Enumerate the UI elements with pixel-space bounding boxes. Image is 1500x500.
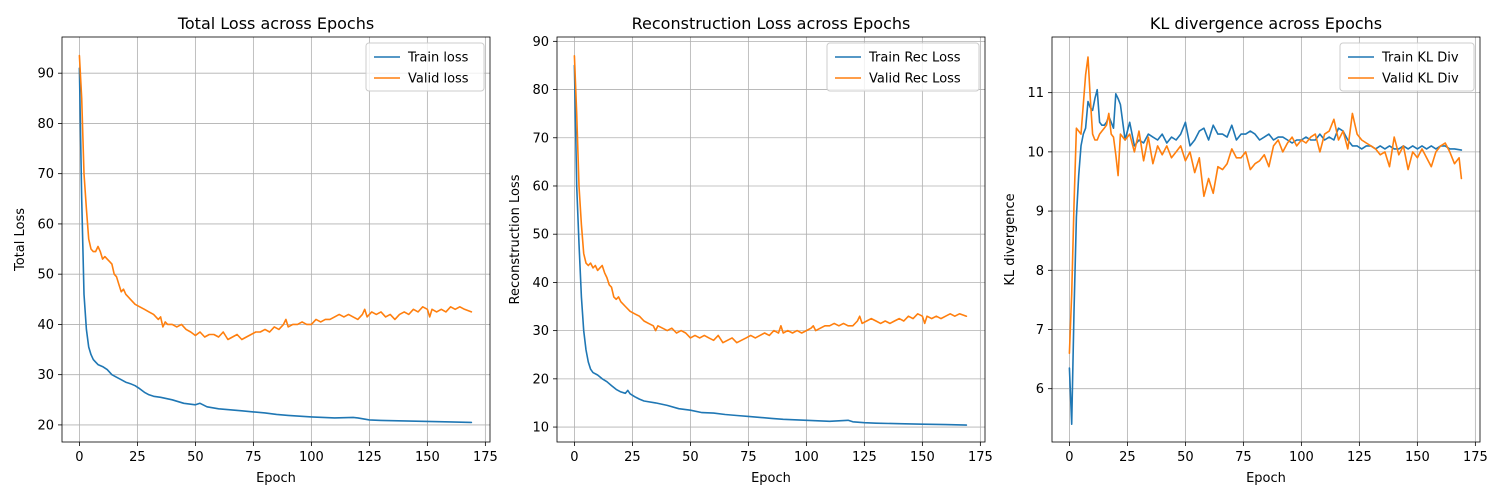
train-series-line — [1068, 88, 1463, 425]
legend: Train loss Valid loss — [365, 42, 485, 92]
x-tick-label: 100 — [299, 450, 324, 465]
x-tick-label: 150 — [1405, 450, 1430, 465]
y-tick-label: 90 — [532, 35, 549, 50]
plot-frame — [61, 36, 491, 443]
valid-series-line — [573, 55, 968, 344]
x-tick-label: 75 — [1235, 450, 1252, 465]
y-tick-label: 70 — [532, 131, 549, 146]
legend: Train KL Div Valid KL Div — [1339, 42, 1475, 92]
chart-panel-1: 0 25 50 75 100 125 150 175 20 30 40 50 60 70 80 90 Total… — [13, 14, 498, 486]
chart-title: Total Loss across Epochs — [177, 14, 374, 33]
grid — [557, 37, 985, 442]
x-axis-label: Epoch — [256, 471, 296, 486]
y-tick-label: 10 — [1027, 145, 1044, 160]
x-tick-label: 100 — [1289, 450, 1314, 465]
x-tick-label: 0 — [570, 450, 578, 465]
train-series-line — [573, 64, 968, 426]
x-tick-label: 150 — [910, 450, 935, 465]
x-tick-label: 125 — [852, 450, 877, 465]
valid-legend-label: Valid loss — [408, 72, 469, 87]
legend-box — [1339, 42, 1475, 92]
chart-title: Reconstruction Loss across Epochs — [632, 14, 911, 33]
y-tick-label: 40 — [37, 318, 54, 333]
y-tick-label: 20 — [37, 418, 54, 433]
x-tick-label: 25 — [624, 450, 641, 465]
train-legend-label: Train KL Div — [1381, 51, 1459, 66]
y-tick-label: 11 — [1027, 86, 1044, 101]
y-tick-label: 30 — [37, 368, 54, 383]
x-axis-label: Epoch — [1246, 471, 1286, 486]
x-tick-label: 50 — [187, 450, 204, 465]
y-tick-label: 80 — [37, 117, 54, 132]
y-axis-label: Reconstruction Loss — [508, 174, 523, 304]
train-legend-label: Train Rec Loss — [868, 51, 961, 66]
y-axis-label: KL divergence — [1003, 193, 1018, 285]
x-tick-label: 50 — [1177, 450, 1194, 465]
y-tick-label: 50 — [37, 268, 54, 283]
x-tick-label: 25 — [1119, 450, 1136, 465]
x-axis-label: Epoch — [751, 471, 791, 486]
valid-legend-label: Valid KL Div — [1382, 72, 1459, 87]
y-tick-label: 10 — [532, 421, 549, 436]
y-axis-label: Total Loss — [13, 208, 28, 272]
y-tick-label: 6 — [1036, 382, 1044, 397]
x-tick-label: 100 — [794, 450, 819, 465]
y-tick-label: 80 — [532, 83, 549, 98]
y-tick-label: 60 — [37, 217, 54, 232]
legend-box — [365, 42, 485, 92]
valid-legend-label: Valid Rec Loss — [869, 72, 961, 87]
y-tick-label: 40 — [532, 276, 549, 291]
x-tick-label: 50 — [682, 450, 699, 465]
y-tick-label: 9 — [1036, 205, 1044, 220]
x-tick-label: 150 — [415, 450, 440, 465]
x-tick-label: 75 — [245, 450, 262, 465]
grid — [62, 37, 490, 442]
x-tick-label: 125 — [357, 450, 382, 465]
x-tick-label: 175 — [473, 450, 498, 465]
legend: Train Rec Loss Valid Rec Loss — [826, 42, 980, 92]
x-tick-label: 125 — [1347, 450, 1372, 465]
x-tick-label: 0 — [1065, 450, 1073, 465]
y-tick-label: 20 — [532, 372, 549, 387]
y-tick-label: 60 — [532, 179, 549, 194]
chart-panel-2: 0 25 50 75 100 125 150 175 10 20 30 40 50 60 70 80 90 Rec… — [508, 14, 993, 486]
y-tick-label: 50 — [532, 228, 549, 243]
train-series-line — [78, 67, 473, 424]
plot-frame — [1051, 36, 1481, 443]
y-tick-label: 7 — [1036, 323, 1044, 338]
x-tick-label: 0 — [75, 450, 83, 465]
y-tick-label: 90 — [37, 67, 54, 82]
valid-series-line — [78, 54, 473, 341]
x-tick-label: 25 — [129, 450, 146, 465]
x-tick-label: 175 — [1463, 450, 1488, 465]
plot-frame — [556, 36, 986, 443]
x-tick-label: 75 — [740, 450, 757, 465]
chart-panel-3: 0 25 50 75 100 125 150 175 6 7 8 9 10 11 KL divergence… — [1003, 14, 1488, 486]
chart-title: KL divergence across Epochs — [1150, 14, 1382, 33]
train-legend-label: Train loss — [407, 51, 469, 66]
x-tick-label: 175 — [968, 450, 993, 465]
y-tick-label: 30 — [532, 324, 549, 339]
valid-series-line — [1068, 56, 1463, 354]
y-tick-label: 8 — [1036, 264, 1044, 279]
legend-box — [826, 42, 980, 92]
y-tick-label: 70 — [37, 167, 54, 182]
